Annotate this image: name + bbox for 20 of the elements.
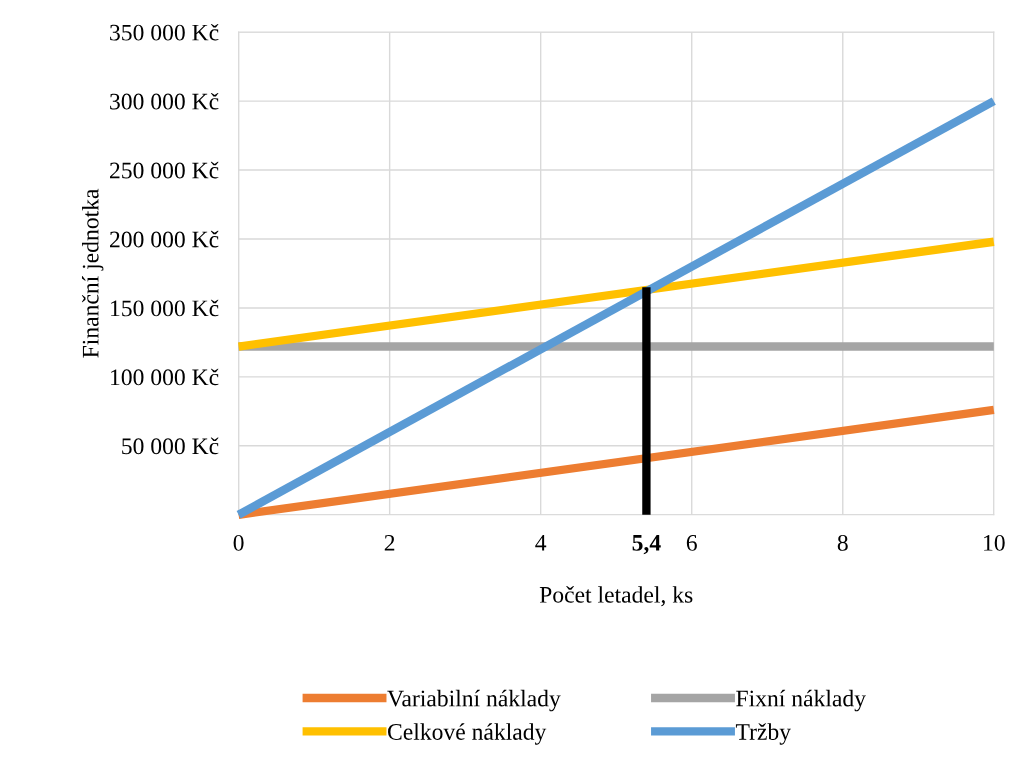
y-axis-title: Finanční jednotka — [81, 188, 104, 358]
x-tick-label: 6 — [686, 534, 697, 551]
x-tick-label: 0 — [233, 534, 244, 551]
y-tick-label: 150 000 Kč — [111, 299, 219, 317]
y-tick-label: 300 000 Kč — [110, 92, 219, 110]
legend-label: Celkové náklady — [388, 723, 547, 745]
y-tick-label: 50 000 Kč — [122, 437, 219, 455]
y-tick-label: 200 000 Kč — [110, 230, 219, 248]
x-tick-label: 10 — [984, 534, 1005, 551]
x-tick-label: 4 — [535, 535, 547, 551]
legend-label: Tržby — [735, 723, 791, 745]
y-tick-label: 250 000 Kč — [110, 161, 219, 179]
legend-label: Fixní náklady — [736, 689, 866, 712]
x-tick-label: 2 — [384, 534, 395, 551]
legend-label: Variabilní náklady — [387, 689, 561, 712]
y-tick-label: 100 000 Kč — [111, 368, 219, 386]
x-tick-label: 5,4 — [632, 535, 661, 555]
x-tick-label: 8 — [837, 534, 848, 551]
x-axis-title: Počet letadel, ks — [539, 586, 693, 607]
y-tick-label: 350 000 Kč — [110, 23, 219, 41]
